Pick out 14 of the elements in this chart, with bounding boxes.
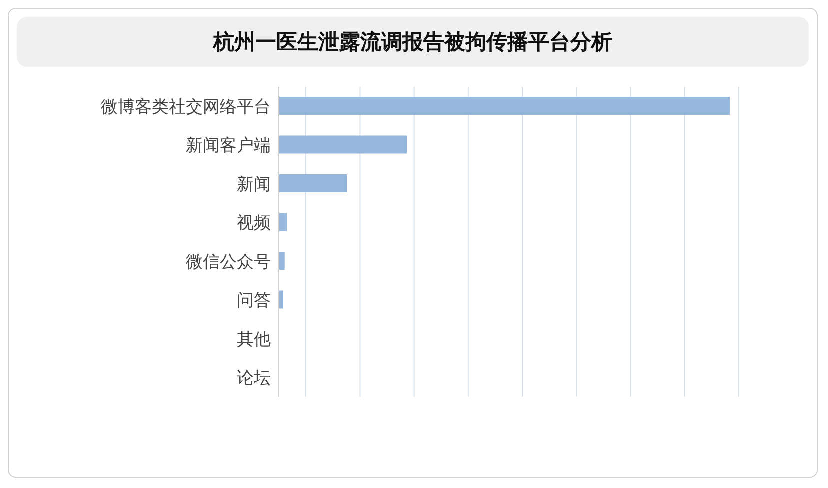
chart-title: 杭州一医生泄露流调报告被拘传播平台分析 [17,17,809,67]
y-tick-label: 新闻客户端 [186,136,271,156]
y-tick-label: 微博客类社交网络平台 [101,97,271,118]
bar [279,97,730,115]
y-tick-label: 新闻 [237,174,271,195]
y-tick-label: 微信公众号 [186,252,271,272]
bar [279,174,348,192]
bar [279,136,408,154]
y-tick-label: 论坛 [237,368,271,389]
y-tick-label: 问答 [237,291,271,312]
y-tick-label: 其他 [237,330,271,350]
y-tick-label: 视频 [237,214,271,234]
bar [279,252,285,270]
bar [279,213,288,232]
